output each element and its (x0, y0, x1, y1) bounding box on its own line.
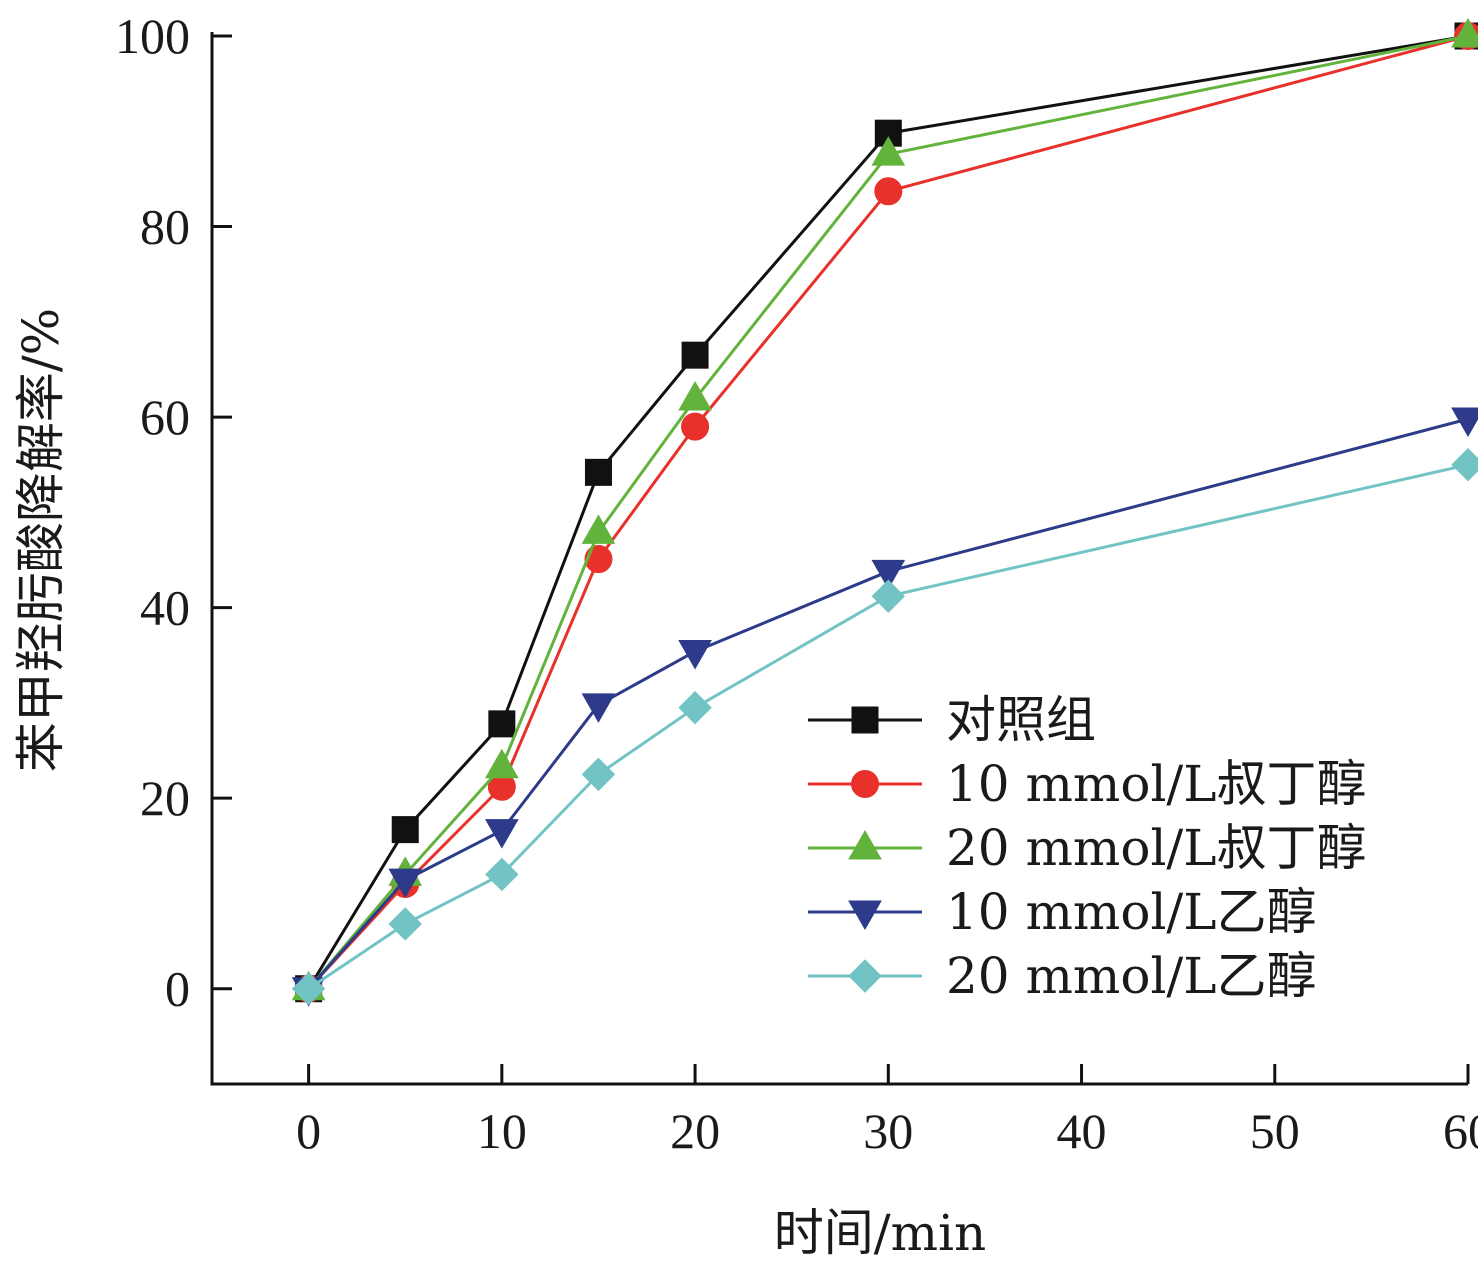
legend-marker (848, 959, 882, 993)
y-axis-title: 苯甲羟肟酸降解率/% (12, 308, 70, 772)
legend-label: 20 mmol/L叔丁醇 (946, 819, 1366, 877)
data-point (581, 757, 616, 792)
legend-item: 20 mmol/L叔丁醇 (808, 819, 1366, 877)
data-point (1451, 407, 1478, 438)
data-point (484, 819, 519, 849)
data-point (1451, 17, 1478, 48)
legend-marker (851, 706, 879, 734)
data-point (581, 693, 616, 723)
legend-item: 20 mmol/L乙醇 (808, 947, 1316, 1005)
data-point (871, 559, 906, 590)
legend-label: 10 mmol/L乙醇 (946, 883, 1316, 941)
x-axis-ticks: 0 10 20 30 40 50 60 (296, 1064, 1478, 1159)
legend-label: 对照组 (946, 691, 1096, 749)
y-tick-label: 0 (165, 961, 190, 1017)
series-layer (291, 17, 1478, 1007)
legend-item: 对照组 (808, 691, 1096, 749)
legend-label: 10 mmol/L叔丁醇 (946, 755, 1366, 813)
data-point (1451, 448, 1478, 482)
x-tick-label: 10 (477, 1103, 527, 1159)
y-tick-label: 100 (115, 8, 190, 64)
legend-label: 20 mmol/L乙醇 (946, 947, 1316, 1005)
data-point (391, 816, 419, 844)
data-point (678, 380, 712, 411)
data-point (581, 514, 616, 544)
data-point (388, 907, 422, 941)
x-tick-label: 40 (1057, 1103, 1107, 1159)
series-5 (291, 448, 1478, 1006)
data-point (584, 458, 612, 486)
data-point (488, 710, 516, 738)
legend: 对照组 10 mmol/L叔丁醇 20 mmol/L叔丁醇 10 mmol/L乙醇 20… (808, 691, 1366, 1005)
x-tick-label: 50 (1250, 1103, 1300, 1159)
x-tick-label: 20 (670, 1103, 720, 1159)
data-point (874, 177, 903, 206)
data-point (291, 972, 326, 1006)
x-tick-label: 30 (863, 1103, 913, 1159)
x-axis-title: 时间/min (774, 1204, 986, 1262)
data-point (484, 748, 519, 779)
y-tick-label: 20 (140, 770, 190, 826)
legend-marker (851, 770, 879, 798)
data-point (678, 639, 712, 670)
x-tick-label: 60 (1443, 1103, 1478, 1159)
data-point (681, 341, 709, 369)
y-tick-label: 60 (140, 389, 190, 445)
data-point (388, 868, 423, 899)
legend-item: 10 mmol/L乙醇 (808, 883, 1316, 941)
data-point (485, 857, 519, 892)
legend-marker (848, 829, 882, 860)
data-point (871, 579, 906, 613)
y-axis-ticks: 0 20 40 60 80 100 (115, 8, 232, 1017)
axes (210, 32, 1468, 1086)
data-point (678, 690, 712, 725)
y-tick-label: 80 (140, 199, 190, 255)
legend-item: 10 mmol/L叔丁醇 (808, 755, 1366, 813)
y-tick-label: 40 (140, 580, 190, 636)
data-point (681, 412, 710, 441)
data-point (871, 136, 906, 166)
x-tick-label: 0 (296, 1103, 321, 1159)
legend-marker (848, 900, 882, 931)
